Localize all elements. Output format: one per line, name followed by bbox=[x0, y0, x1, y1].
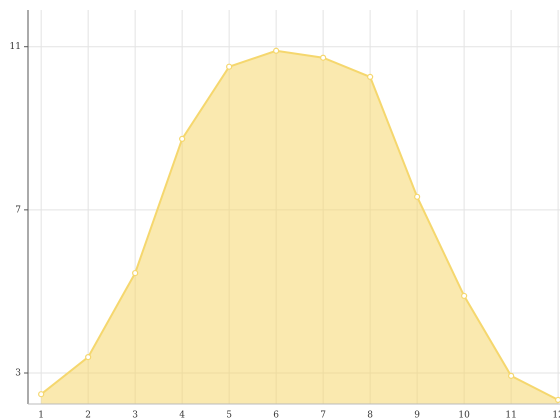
point bbox=[320, 54, 327, 61]
point bbox=[555, 396, 560, 404]
x-tick-label: 7 bbox=[320, 411, 326, 420]
x-tick-label: 4 bbox=[179, 411, 185, 420]
x-tick-label: 8 bbox=[367, 411, 373, 420]
x-tick-label: 11 bbox=[505, 411, 516, 420]
point bbox=[85, 353, 92, 361]
point bbox=[38, 391, 45, 398]
point bbox=[461, 292, 468, 300]
x-tick-label: 1 bbox=[38, 411, 44, 420]
x-tick-label: 6 bbox=[273, 411, 279, 420]
area bbox=[41, 50, 559, 405]
x-tick-label: 3 bbox=[132, 411, 138, 420]
line bbox=[40, 49, 559, 401]
x-tick-label: 2 bbox=[85, 411, 91, 420]
point bbox=[273, 47, 280, 54]
y-tick-label: 3 bbox=[15, 369, 21, 379]
y-tick-label: 7 bbox=[15, 205, 21, 215]
x-tick-label: 9 bbox=[414, 411, 420, 420]
x-tick-label: 10 bbox=[458, 411, 470, 420]
point bbox=[226, 63, 233, 70]
point bbox=[414, 193, 421, 200]
x-tick-label: 12 bbox=[552, 411, 560, 420]
point bbox=[179, 135, 186, 142]
point bbox=[508, 372, 515, 379]
x-tick-label: 5 bbox=[226, 411, 232, 420]
point bbox=[132, 269, 139, 277]
point bbox=[367, 73, 374, 80]
y-tick-label: 11 bbox=[10, 42, 21, 52]
